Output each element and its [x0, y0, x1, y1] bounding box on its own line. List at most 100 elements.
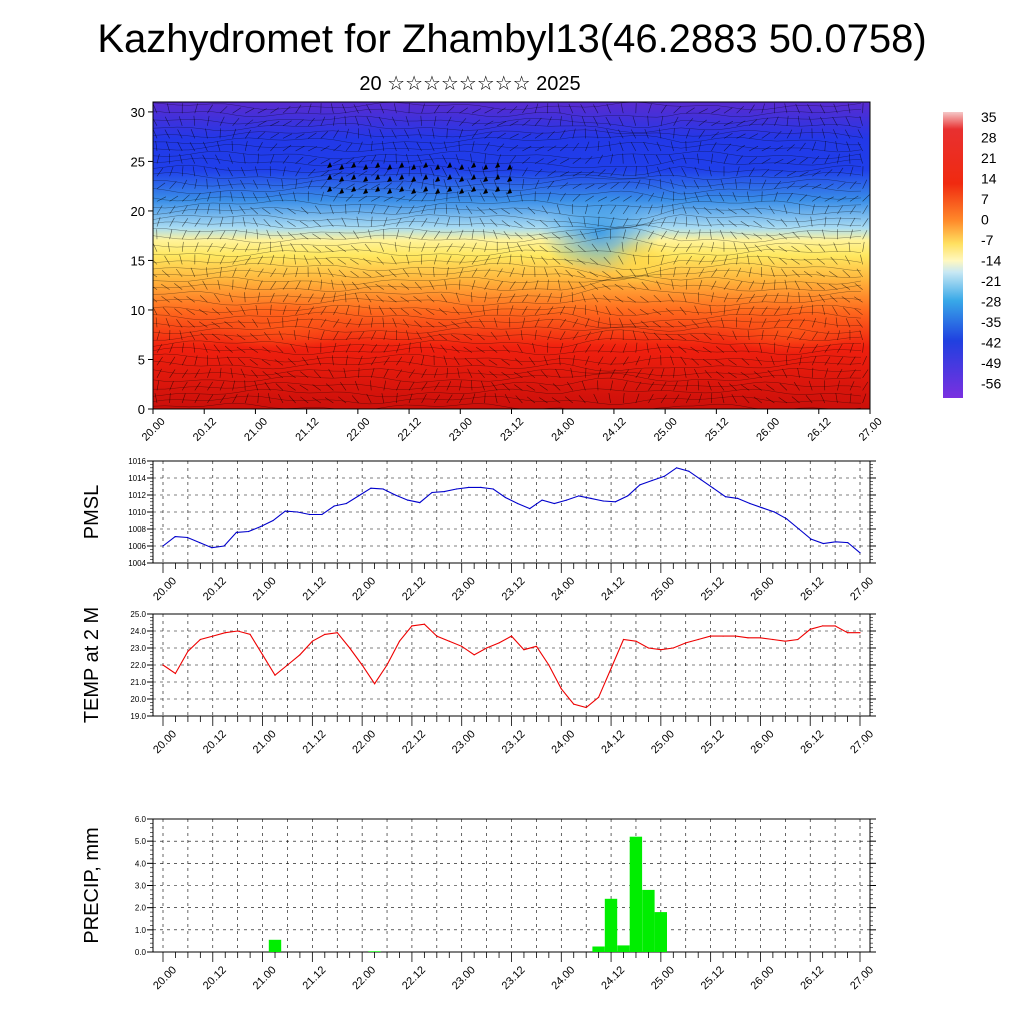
y-tick-label: 15: [131, 253, 145, 268]
wind-barb: [345, 331, 352, 341]
wind-barb: [694, 166, 700, 177]
data-point: [772, 638, 774, 641]
wind-barb: [534, 293, 541, 303]
wind-barb: [774, 145, 784, 152]
wind-barb: [743, 243, 750, 252]
wind-barb: [481, 380, 485, 391]
wind-barb: [353, 230, 359, 240]
wind-barb: [358, 195, 368, 202]
wind-barb: [799, 343, 805, 353]
colorbar-label: 35: [981, 109, 997, 125]
wind-barb: [484, 120, 494, 127]
wind-barb: [181, 241, 184, 252]
wind-barb: [736, 305, 741, 315]
wind-barb: [262, 207, 271, 215]
wind-barb: [849, 166, 854, 177]
wind-barb: [270, 281, 277, 290]
wind-barb: [355, 116, 359, 126]
wind-barb: [618, 255, 624, 265]
wind-barb: [433, 178, 435, 189]
wind-barb: [799, 171, 809, 177]
wind-barb: [341, 280, 347, 290]
wind-barb: [648, 103, 652, 114]
data-point: [374, 683, 376, 685]
data-point: [336, 632, 338, 634]
wind-barb: [239, 205, 246, 215]
wind-barb: [270, 143, 278, 152]
wind-barb: [219, 267, 222, 278]
wind-barb: [446, 116, 452, 126]
wind-barb: [572, 343, 578, 353]
wind-barb: [648, 192, 655, 202]
wind-barb: [333, 158, 343, 164]
wind-barb: [252, 192, 259, 202]
wind-barb: [280, 242, 284, 252]
wind-barb: [652, 321, 662, 328]
data-point: [672, 647, 674, 649]
wind-barb: [241, 191, 246, 202]
wind-barb: [314, 256, 322, 265]
wind-barb: [287, 232, 296, 240]
contour-line: [153, 221, 862, 230]
wind-barb: [370, 204, 376, 215]
x-tick-label: 22.00: [350, 728, 378, 756]
wind-flag: [507, 176, 512, 182]
wind-barb: [648, 242, 653, 252]
wind-barb: [731, 394, 737, 404]
y-tick-label: 1.0: [135, 926, 147, 935]
wind-barb: [572, 183, 582, 190]
wind-barb: [709, 304, 712, 315]
wind-barb: [741, 232, 750, 240]
wind-barb: [471, 380, 473, 391]
x-tick-label: 23.12: [498, 416, 526, 444]
y-tick-label: 1010: [128, 508, 146, 517]
wind-barb: [333, 192, 339, 202]
wind-barb: [433, 115, 437, 126]
wind-barb: [522, 178, 525, 189]
data-point: [299, 654, 301, 656]
wind-barb: [828, 283, 838, 290]
y-tick-label: 6.0: [135, 815, 147, 824]
wind-barb: [798, 292, 800, 303]
wind-barb: [169, 356, 176, 366]
wind-barb: [382, 317, 385, 328]
wind-barb: [327, 268, 334, 278]
wind-barb: [685, 243, 692, 252]
wind-barb: [791, 245, 800, 253]
wind-barb: [673, 394, 680, 404]
wind-barb: [164, 255, 170, 265]
wind-barb: [748, 317, 752, 328]
wind-barb: [249, 346, 258, 353]
wind-barb: [406, 254, 410, 265]
wind-barb: [181, 166, 184, 177]
wind-barb: [526, 220, 536, 227]
contour-line: [153, 108, 862, 118]
wind-barb: [696, 216, 700, 227]
wind-barb: [505, 192, 511, 202]
wind-barb: [527, 206, 536, 215]
wind-barb: [748, 293, 756, 303]
data-point: [286, 664, 289, 666]
wind-barb: [761, 293, 768, 303]
x-tick-label: 27.00: [848, 964, 876, 992]
wind-barb: [746, 191, 750, 202]
wind-barb: [179, 330, 183, 341]
wind-barb: [467, 192, 473, 202]
wind-barb: [429, 141, 435, 152]
wind-barb: [307, 168, 316, 177]
heatmap-background: [153, 102, 870, 409]
wind-barb: [723, 281, 730, 290]
wind-barb: [231, 140, 233, 152]
wind-barb: [445, 203, 448, 215]
wind-barb: [572, 171, 582, 177]
wind-barb: [605, 116, 611, 126]
wind-barb: [266, 229, 271, 240]
wind-barb: [541, 205, 548, 215]
wind-barb: [640, 296, 649, 303]
wind-barb: [419, 166, 422, 177]
wind-barb: [837, 343, 843, 353]
wind-barb: [736, 105, 745, 114]
wind-barb: [396, 229, 400, 240]
wind-barb: [207, 254, 211, 265]
wind-barb: [517, 343, 523, 353]
